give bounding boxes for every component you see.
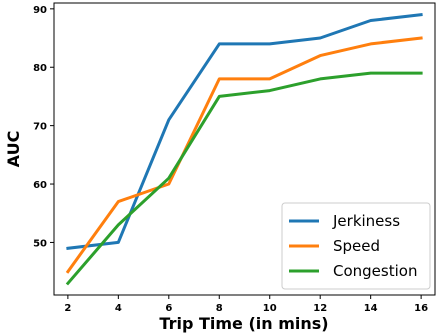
- x-tick-label: 2: [64, 303, 71, 314]
- x-axis-ticks: 2 4 6 8 10 12 14 16: [64, 295, 428, 314]
- series-line-jerkiness: [66, 13, 423, 250]
- series-line-congestion: [65, 71, 423, 286]
- y-tick-label: 90: [33, 5, 47, 16]
- x-tick-label: 8: [216, 303, 223, 314]
- x-tick-label: 10: [263, 303, 277, 314]
- legend-box: [281, 202, 431, 290]
- legend-label: Congestion: [333, 262, 417, 280]
- x-tick-label: 14: [364, 303, 378, 314]
- legend-label: Jerkiness: [332, 212, 400, 230]
- y-axis-ticks: 50 60 70 80 90: [33, 5, 54, 249]
- series-layer: [65, 13, 423, 286]
- x-tick-label: 12: [313, 303, 327, 314]
- y-tick-label: 80: [33, 63, 47, 74]
- plot-frame: [53, 2, 436, 296]
- x-tick-label: 6: [165, 303, 172, 314]
- x-axis-label: Trip Time (in mins): [159, 314, 328, 333]
- y-tick-label: 50: [33, 238, 47, 249]
- y-tick-label: 70: [33, 122, 47, 133]
- x-tick-label: 16: [414, 303, 428, 314]
- series-line-speed: [65, 36, 423, 274]
- legend: Jerkiness Speed Congestion: [281, 202, 431, 290]
- y-axis-label: AUC: [4, 131, 23, 168]
- y-tick-label: 60: [33, 180, 47, 191]
- legend-label: Speed: [333, 237, 380, 255]
- x-tick-label: 4: [115, 303, 122, 314]
